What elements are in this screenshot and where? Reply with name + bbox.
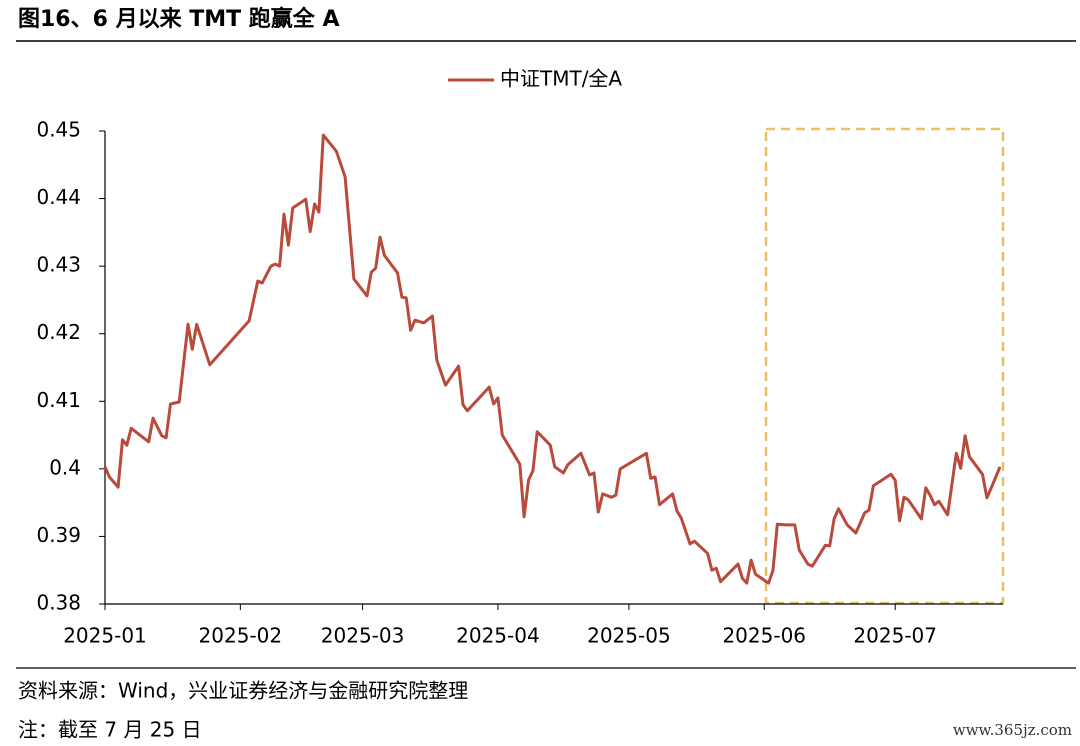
watermark: www.365jz.com [953, 721, 1072, 739]
y-tick-label: 0.41 [36, 388, 81, 412]
x-tick-label: 2025-07 [853, 624, 937, 648]
y-tick-label: 0.45 [36, 118, 81, 142]
x-tick-label: 2025-06 [722, 624, 806, 648]
source-note: 资料来源：Wind，兴业证券经济与金融研究院整理 [18, 679, 468, 703]
x-tick-label: 2025-01 [63, 624, 147, 648]
y-tick-label: 0.38 [36, 591, 81, 615]
y-tick-label: 0.39 [36, 523, 81, 547]
chart-title: 图16、6 月以来 TMT 跑赢全 A [18, 6, 340, 32]
x-tick-label: 2025-02 [199, 624, 283, 648]
y-tick-label: 0.4 [49, 455, 81, 479]
x-tick-label: 2025-03 [321, 624, 405, 648]
y-tick-label: 0.43 [36, 253, 81, 277]
y-tick-label: 0.44 [36, 185, 81, 209]
x-tick-label: 2025-05 [587, 624, 671, 648]
highlight-box [764, 127, 1005, 605]
legend-label: 中证TMT/全A [500, 67, 622, 91]
footnote: 注：截至 7 月 25 日 [18, 718, 202, 742]
y-tick-label: 0.42 [36, 320, 81, 344]
x-tick-label: 2025-04 [456, 624, 540, 648]
series-line [103, 133, 1002, 585]
